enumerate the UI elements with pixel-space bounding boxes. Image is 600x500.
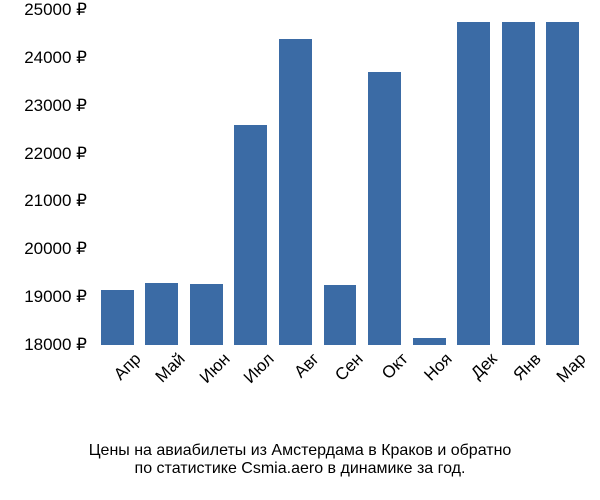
x-axis-tick: Авг <box>269 345 323 399</box>
bar <box>101 290 134 345</box>
bar <box>502 22 535 345</box>
x-axis-tick: Май <box>136 345 190 399</box>
bar <box>324 285 357 345</box>
y-axis-tick: 19000 ₽ <box>24 287 95 307</box>
bar <box>190 284 223 345</box>
bar <box>279 39 312 345</box>
y-axis-tick: 25000 ₽ <box>24 0 95 20</box>
caption-line: Цены на авиабилеты из Амстердама в Крако… <box>0 442 600 460</box>
x-axis-tick: Апр <box>91 345 145 399</box>
bar <box>546 22 579 345</box>
x-axis-tick: Июл <box>225 345 279 399</box>
bar <box>368 72 401 345</box>
plot-area: 18000 ₽19000 ₽20000 ₽21000 ₽22000 ₽23000… <box>95 10 585 345</box>
price-bar-chart: 18000 ₽ 19000 ₽ 20000 ₽ 21000 ₽ 22000 ₽ 23000… <box>0 0 600 500</box>
caption-line: по статистике Csmia.aero в динамике за г… <box>0 460 600 478</box>
bar <box>457 22 490 345</box>
bar <box>234 125 267 345</box>
x-axis-tick: Дек <box>448 345 502 399</box>
y-axis-tick: 18000 ₽ <box>24 335 95 355</box>
bar <box>145 283 178 345</box>
y-axis-tick: 24000 ₽ <box>24 48 95 68</box>
x-axis-tick: Ноя <box>403 345 457 399</box>
y-axis-tick: 22000 ₽ <box>24 144 95 164</box>
x-axis-tick: Окт <box>358 345 412 399</box>
x-axis-tick: Мар <box>537 345 591 399</box>
y-axis-tick: 20000 ₽ <box>24 239 95 259</box>
y-axis-tick: 21000 ₽ <box>24 191 95 211</box>
chart-caption: Цены на авиабилеты из Амстердама в Крако… <box>0 442 600 478</box>
x-axis-tick: Июн <box>180 345 234 399</box>
y-axis-tick: 23000 ₽ <box>24 96 95 116</box>
bar <box>413 338 446 345</box>
x-axis-tick: Янв <box>492 345 546 399</box>
x-axis-tick: Сен <box>314 345 368 399</box>
